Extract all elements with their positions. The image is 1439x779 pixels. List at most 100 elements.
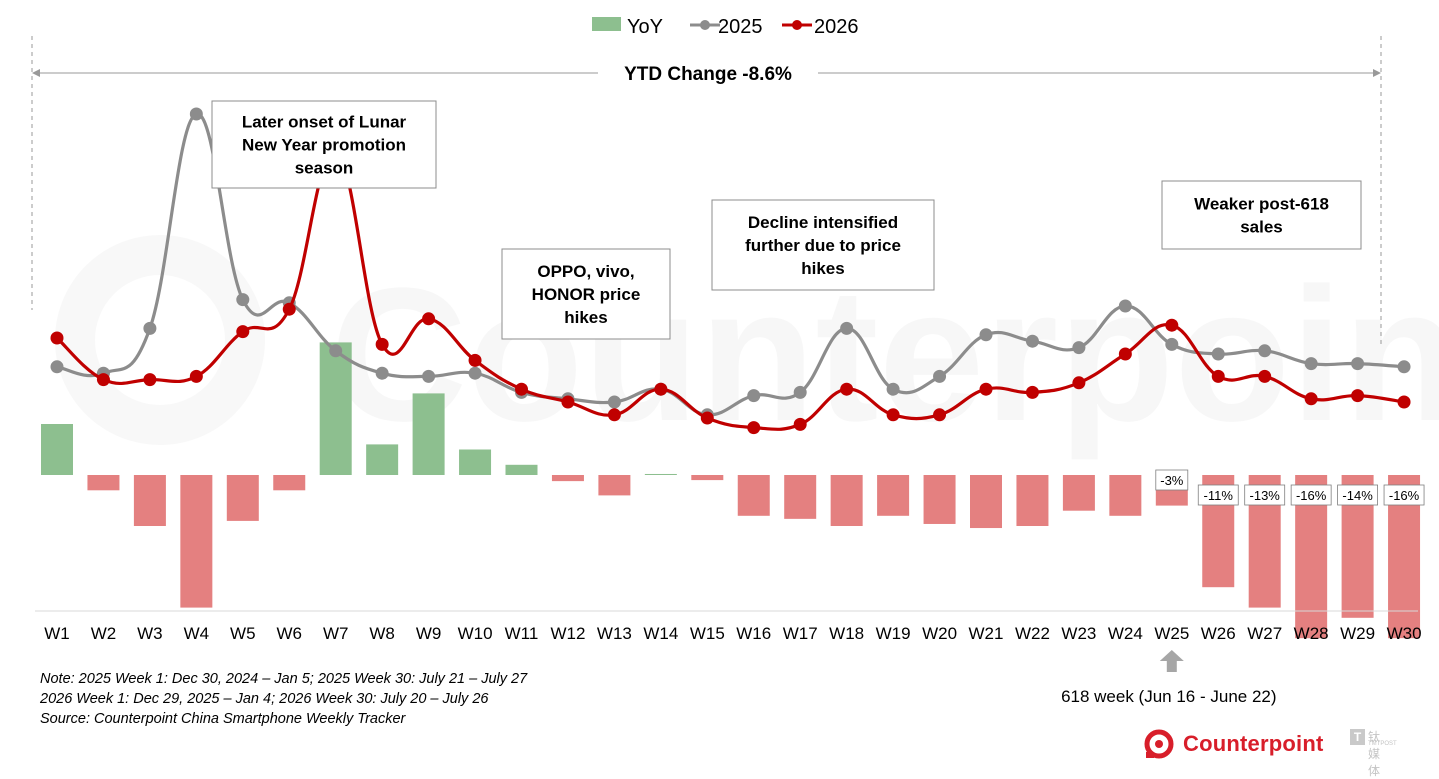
x-tick-label: W17 — [783, 624, 818, 643]
x-tick-label: W24 — [1108, 624, 1143, 643]
series-2025-point — [189, 107, 203, 121]
x-tick-label: W28 — [1294, 624, 1329, 643]
series-2025-point — [1397, 360, 1411, 374]
tmtpost-logo-text: 钛媒体 — [1368, 730, 1381, 778]
series-2026-point — [96, 373, 110, 387]
event-618-label: 618 week (Jun 16 - June 22) — [1061, 687, 1276, 706]
series-2026-point — [1258, 369, 1272, 383]
series-2025-point — [1351, 357, 1365, 371]
series-2026-point — [1397, 395, 1411, 409]
series-2026-point — [1165, 318, 1179, 332]
series-2026-point — [747, 421, 761, 435]
series-2025-point — [1258, 344, 1272, 358]
yoy-bar — [412, 393, 445, 475]
source-line: Source: Counterpoint China Smartphone We… — [40, 711, 406, 727]
x-tick-label: W22 — [1015, 624, 1050, 643]
x-tick-label: W4 — [184, 624, 210, 643]
yoy-data-label: -16% — [1296, 488, 1327, 503]
yoy-bar — [970, 475, 1002, 529]
series-2026-point — [1072, 376, 1086, 390]
x-tick-label: W21 — [969, 624, 1004, 643]
series-2025-point — [1304, 357, 1318, 371]
x-tick-label: W30 — [1387, 624, 1422, 643]
yoy-bar — [644, 473, 677, 475]
series-2026-point — [840, 382, 854, 396]
annotation-box — [211, 100, 437, 189]
series-2026-point — [1211, 369, 1225, 383]
series-2026-point — [700, 411, 714, 425]
series-2026-point — [654, 382, 668, 396]
counterpoint-logo-text: Counterpoint — [1183, 731, 1324, 756]
yoy-bar — [551, 475, 584, 482]
series-2025-point — [1118, 299, 1132, 313]
annotation-text: Decline intensified — [748, 213, 898, 232]
series-2025-point — [422, 369, 436, 383]
x-tick-label: W6 — [277, 624, 303, 643]
annotation-text: further due to price — [745, 236, 901, 255]
x-tick-label: W11 — [505, 624, 539, 643]
note-line-1: Note: 2025 Week 1: Dec 30, 2024 – Jan 5;… — [40, 671, 528, 687]
x-tick-label: W27 — [1247, 624, 1282, 643]
series-2025-point — [886, 382, 900, 396]
series-2026-point — [1118, 347, 1132, 361]
annotation-text: Later onset of Lunar — [242, 113, 407, 132]
yoy-data-label: -13% — [1250, 488, 1281, 503]
x-tick-label: W14 — [643, 624, 678, 643]
legend-yoy-swatch — [592, 17, 621, 31]
yoy-data-label: -16% — [1389, 488, 1420, 503]
yoy-bar — [273, 475, 306, 491]
series-2026-point — [1304, 392, 1318, 406]
series-2025-point — [236, 293, 250, 307]
series-2025-point — [50, 360, 64, 374]
yoy-bar — [180, 475, 213, 608]
series-2026-point — [282, 302, 296, 316]
x-tick-label: W15 — [690, 624, 725, 643]
x-tick-label: W12 — [550, 624, 585, 643]
yoy-data-label-box — [1244, 484, 1286, 506]
series-2025-point — [1165, 337, 1179, 351]
yoy-data-label-box — [1383, 484, 1425, 506]
legend-2025-label: 2025 — [718, 16, 763, 38]
series-2026-point — [515, 382, 528, 396]
series-2025-point — [143, 321, 157, 335]
x-tick-label: W16 — [736, 624, 771, 643]
series-2026-point — [189, 369, 203, 383]
x-tick-label: W5 — [230, 624, 256, 643]
yoy-bar — [366, 444, 399, 475]
legend-2026-marker — [792, 20, 802, 30]
series-2026-point — [607, 408, 621, 422]
x-tick-label: W20 — [922, 624, 957, 643]
series-2025-point — [1211, 347, 1225, 361]
series-2026-point — [422, 312, 436, 326]
x-tick-label: W2 — [91, 624, 117, 643]
series-2025-point — [468, 366, 482, 380]
yoy-bar — [691, 475, 724, 481]
series-2026-point — [375, 337, 389, 351]
x-tick-label: W9 — [416, 624, 442, 643]
yoy-bar — [41, 424, 73, 475]
series-2026-point — [933, 408, 947, 422]
series-2026-point — [143, 373, 157, 387]
x-tick-label: W19 — [876, 624, 911, 643]
annotation-text: hikes — [564, 308, 607, 327]
ytd-arrowhead-right — [1373, 69, 1381, 77]
tmtpost-logo-sub: TMTPOST — [1368, 741, 1397, 747]
yoy-data-label: -14% — [1342, 488, 1373, 503]
yoy-data-label-box — [1290, 484, 1332, 506]
series-2026-point — [236, 325, 250, 339]
x-tick-label: W23 — [1061, 624, 1096, 643]
yoy-bar — [877, 475, 910, 516]
series-2026-point — [1351, 389, 1365, 403]
yoy-bar — [923, 475, 956, 524]
series-2025-point — [329, 344, 343, 358]
yoy-bar — [1016, 475, 1049, 526]
tmtpost-logo: T 钛媒体 TMTPOST — [1350, 728, 1397, 778]
x-tick-label: W25 — [1154, 624, 1189, 643]
yoy-bar — [830, 475, 863, 526]
x-tick-label: W13 — [597, 624, 632, 643]
annotation-text: sales — [1240, 218, 1283, 237]
legend-2026-label: 2026 — [814, 16, 859, 38]
yoy-bar — [505, 464, 538, 475]
x-tick-label: W26 — [1201, 624, 1236, 643]
